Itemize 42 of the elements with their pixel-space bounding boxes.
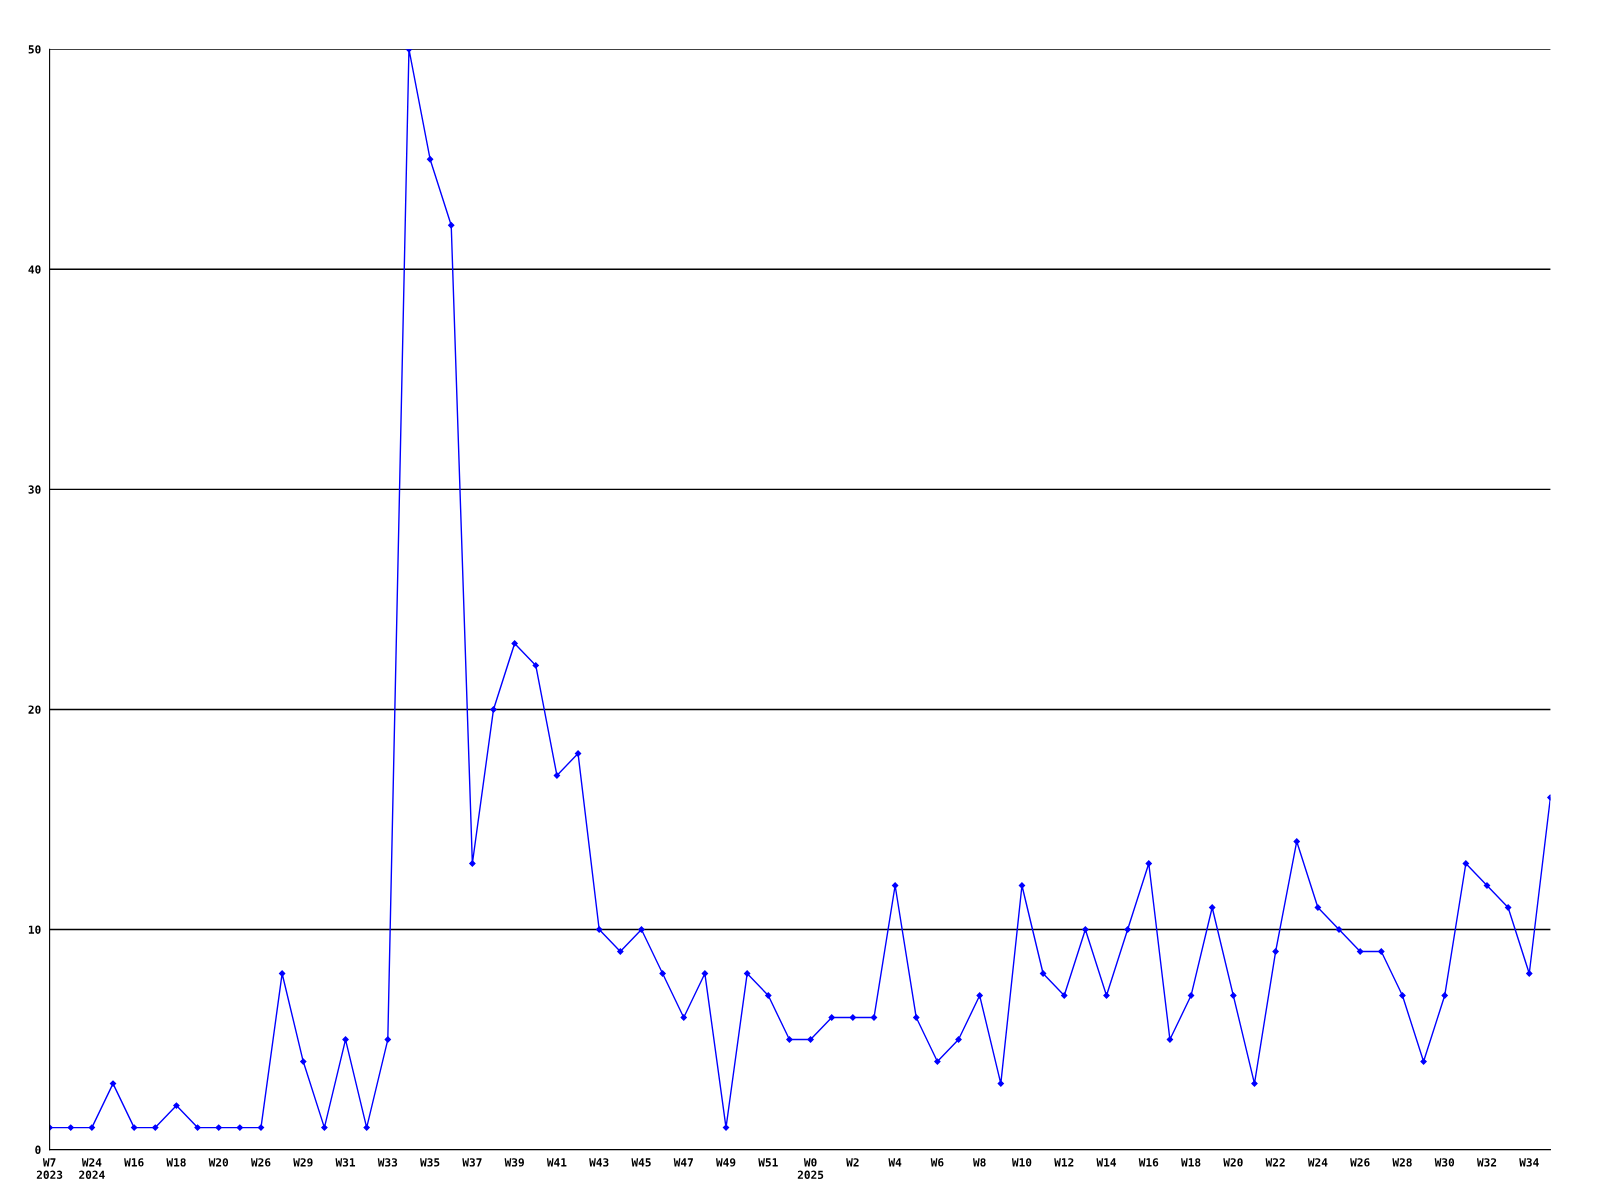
x-tick-label: W4 xyxy=(888,1158,902,1167)
x-tick-label: W35 xyxy=(420,1158,440,1167)
y-tick-label: 30 xyxy=(28,485,41,494)
x-tick-label: W26 xyxy=(250,1158,271,1167)
x-tick-label: W14 xyxy=(1096,1158,1117,1167)
y-tick-label: 20 xyxy=(28,705,41,714)
x-tick-label: W18 xyxy=(166,1158,186,1167)
x-tick-label: W24 2024 xyxy=(79,1158,105,1179)
x-tick-label: W6 xyxy=(930,1158,944,1167)
x-tick-label: W51 xyxy=(758,1158,778,1167)
x-tick-label: W22 xyxy=(1265,1158,1285,1167)
x-tick-label: W49 xyxy=(715,1158,736,1167)
x-tick-label: W2 xyxy=(846,1158,859,1167)
x-tick-label: W18 xyxy=(1181,1158,1201,1167)
x-tick-label: W30 xyxy=(1434,1158,1455,1167)
x-tick-label: W37 xyxy=(462,1158,482,1167)
x-tick-label: W31 xyxy=(335,1158,356,1167)
x-tick-label: W16 xyxy=(124,1158,144,1167)
x-tick-label: W20 xyxy=(1223,1158,1243,1167)
x-tick-label: W0 2025 xyxy=(797,1158,824,1179)
x-tick-label: W45 xyxy=(631,1158,651,1167)
x-tick-label: W8 xyxy=(972,1158,986,1167)
x-tick-label: W12 xyxy=(1054,1158,1074,1167)
x-tick-label: W32 xyxy=(1476,1158,1497,1167)
x-tick-label: W34 xyxy=(1519,1158,1539,1167)
x-tick-label: W33 xyxy=(377,1158,398,1167)
x-tick-label: W10 xyxy=(1011,1158,1032,1167)
x-tick-label: W24 xyxy=(1307,1158,1328,1167)
x-tick-label: W39 xyxy=(504,1158,524,1167)
y-tick-label: 40 xyxy=(28,265,41,274)
x-tick-label: W43 xyxy=(589,1158,609,1167)
x-tick-label: W47 xyxy=(673,1158,693,1167)
y-tick-label: 0 xyxy=(35,1145,41,1154)
x-tick-label: W7 2023 xyxy=(36,1158,63,1179)
x-tick-label: W26 xyxy=(1350,1158,1370,1167)
y-tick-label: 10 xyxy=(28,925,41,934)
x-tick-label: W16 xyxy=(1138,1158,1159,1167)
x-tick-label: W28 xyxy=(1392,1158,1412,1167)
x-tick-label: W20 xyxy=(208,1158,229,1167)
x-tick-label: W29 xyxy=(293,1158,313,1167)
y-tick-label: 50 xyxy=(28,45,41,54)
x-tick-label: W41 xyxy=(546,1158,567,1167)
